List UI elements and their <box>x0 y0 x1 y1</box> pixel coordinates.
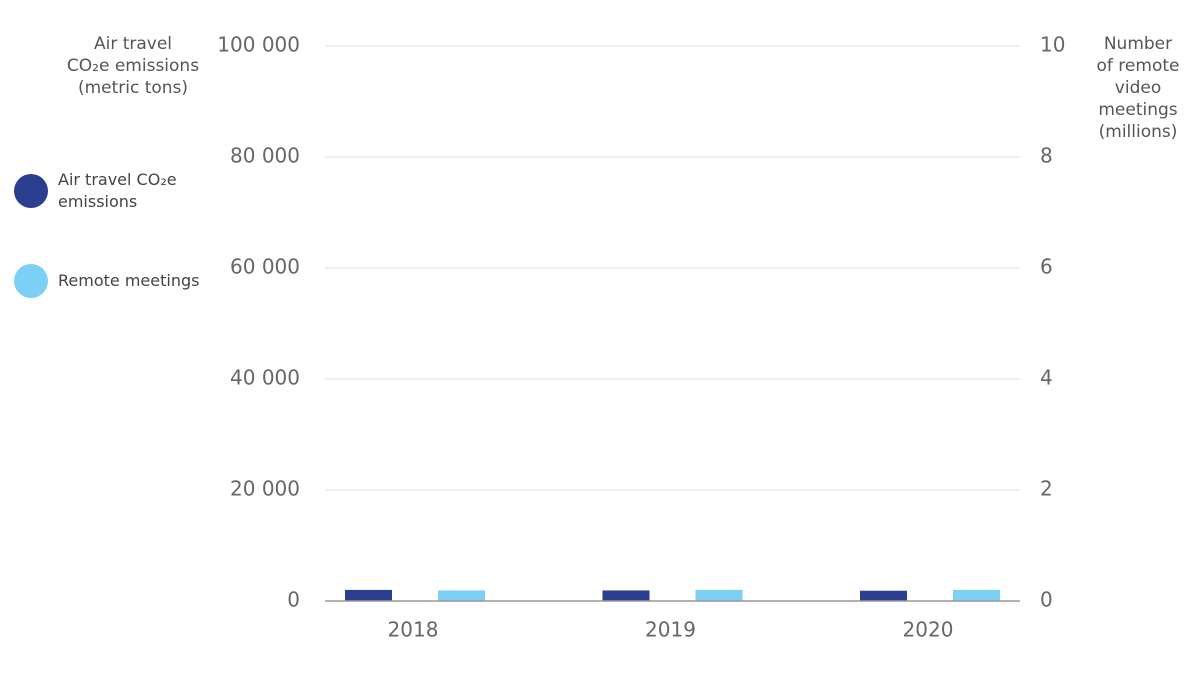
y2-tick-label: 6 <box>1040 255 1053 279</box>
x-tick-label: 2018 <box>388 618 439 642</box>
y2-axis-title: meetings <box>1098 100 1177 120</box>
y2-tick-label: 0 <box>1040 588 1053 612</box>
y2-tick-label: 2 <box>1040 477 1053 501</box>
x-tick-label: 2019 <box>645 618 696 642</box>
bar <box>953 589 1000 601</box>
y2-axis-title: of remote <box>1097 56 1180 76</box>
y2-tick-label: 4 <box>1040 366 1053 390</box>
y-tick-label: 0 <box>287 588 300 612</box>
bar <box>438 590 485 601</box>
y-tick-label: 60 000 <box>230 255 300 279</box>
legend-item: Remote meetings <box>58 271 200 290</box>
legend-swatch <box>14 174 48 208</box>
bar <box>695 589 743 601</box>
y-tick-label: 100 000 <box>217 33 300 57</box>
legend-item: Air travel CO₂e emissions <box>58 170 177 211</box>
y-axis-title: (metric tons) <box>78 78 188 98</box>
y2-tick-label: 10 <box>1040 33 1065 57</box>
y-tick-label: 40 000 <box>230 366 300 390</box>
y-axis-title: Air travel <box>94 34 172 54</box>
y2-axis-title: (millions) <box>1099 122 1178 142</box>
legend-swatch <box>14 264 48 298</box>
y-tick-label: 20 000 <box>230 477 300 501</box>
legend-label: Remote meetings <box>58 271 200 290</box>
bar <box>602 590 650 601</box>
y-axis-title: CO₂e emissions <box>67 56 199 76</box>
y2-axis-title: video <box>1115 78 1161 98</box>
legend-label: Air travel CO₂e emissions <box>58 170 177 211</box>
bar <box>860 590 907 601</box>
bar <box>345 589 392 601</box>
y2-tick-label: 8 <box>1040 144 1053 168</box>
x-tick-label: 2020 <box>903 618 954 642</box>
y-tick-label: 80 000 <box>230 144 300 168</box>
y2-axis-title: Number <box>1104 34 1172 54</box>
